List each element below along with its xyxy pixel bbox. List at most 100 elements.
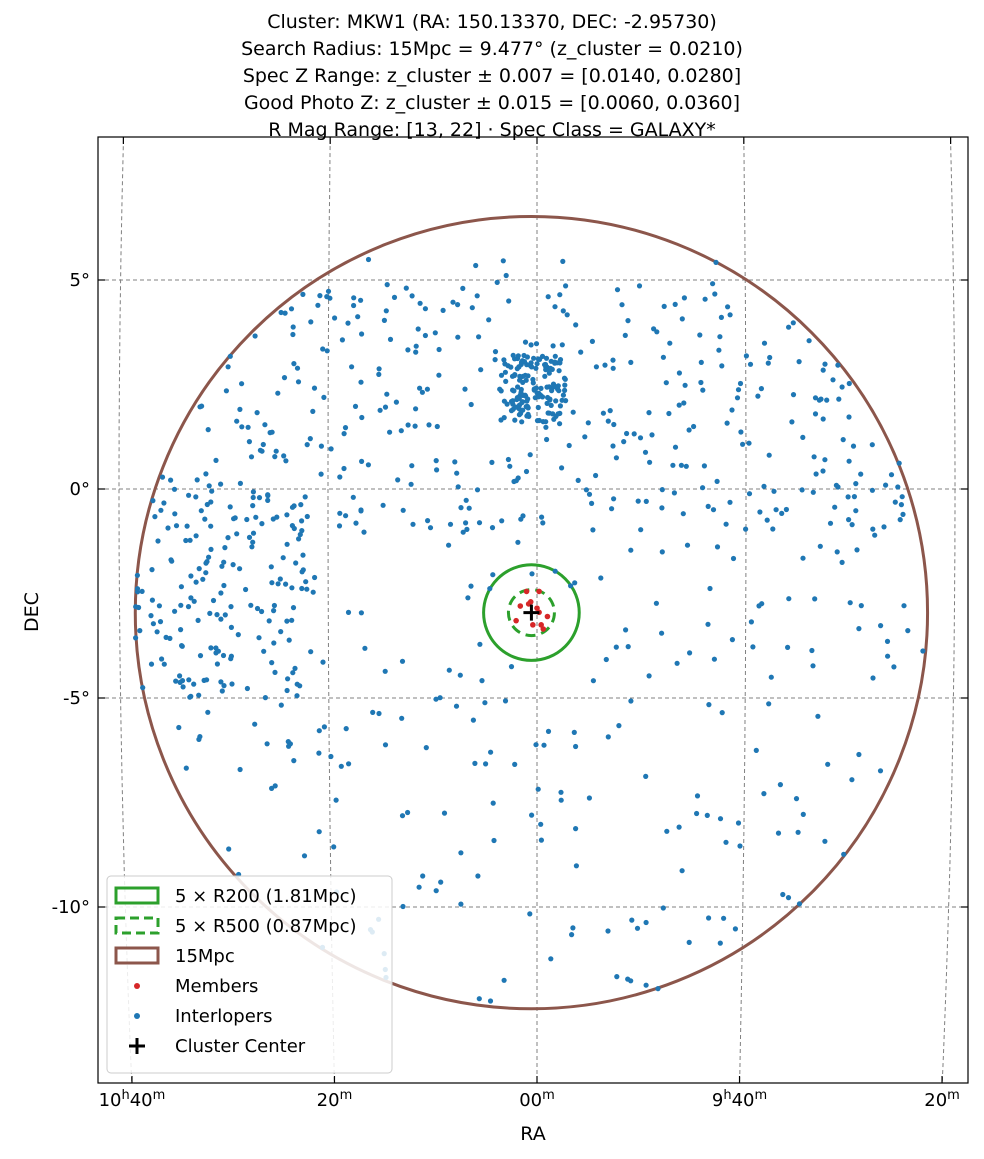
interloper-point xyxy=(540,520,546,526)
interloper-point xyxy=(342,425,349,431)
interloper-point xyxy=(359,331,365,337)
interloper-point xyxy=(558,789,564,795)
interloper-point xyxy=(899,494,905,500)
interloper-point xyxy=(157,619,164,625)
interloper-point xyxy=(317,293,323,299)
interloper-point xyxy=(538,837,545,843)
interloper-point xyxy=(458,901,464,907)
interloper-point xyxy=(483,761,489,767)
interloper-point xyxy=(643,498,649,504)
interloper-point xyxy=(661,303,667,309)
interloper-point xyxy=(623,627,629,633)
interloper-point xyxy=(455,302,461,308)
interloper-point xyxy=(676,824,682,830)
interloper-point xyxy=(753,747,759,754)
interloper-point xyxy=(464,526,470,533)
interloper-point xyxy=(766,452,772,458)
interloper-point xyxy=(399,715,405,721)
interloper-point xyxy=(206,483,212,489)
interloper-point xyxy=(161,661,167,667)
legend-label: Members xyxy=(175,976,258,997)
interloper-point xyxy=(300,567,306,573)
interloper-point xyxy=(664,828,670,834)
interloper-point xyxy=(491,837,497,844)
interloper-point xyxy=(878,623,884,629)
interloper-point xyxy=(307,436,313,442)
interloper-point xyxy=(290,605,297,611)
interloper-point xyxy=(176,724,182,731)
interloper-point xyxy=(659,487,665,493)
interloper-point xyxy=(202,516,208,522)
interloper-point xyxy=(847,600,853,606)
interloper-point xyxy=(209,488,215,494)
interloper-point xyxy=(358,507,364,513)
interloper-point xyxy=(271,608,277,614)
interloper-point xyxy=(318,443,324,449)
interloper-point xyxy=(383,308,389,314)
x-tick-label: 20m xyxy=(317,1088,353,1111)
interloper-point xyxy=(519,400,525,406)
interloper-point xyxy=(694,810,700,817)
interloper-point xyxy=(228,653,234,659)
interloper-point xyxy=(204,559,210,565)
plot-frame xyxy=(97,136,969,1084)
interloper-point xyxy=(660,905,666,911)
interloper-point xyxy=(539,394,546,400)
interloper-point xyxy=(700,485,706,491)
interloper-point xyxy=(482,700,488,706)
interloper-point xyxy=(239,424,245,430)
interloper-point xyxy=(336,523,343,529)
interloper-point xyxy=(339,337,345,343)
interloper-point xyxy=(225,364,231,370)
interloper-point xyxy=(156,603,162,609)
interloper-point xyxy=(417,300,423,306)
interloper-point xyxy=(545,294,551,300)
interloper-point xyxy=(490,800,496,806)
interloper-point xyxy=(557,403,564,409)
interloper-point xyxy=(152,514,158,520)
interloper-point xyxy=(318,471,324,477)
interloper-point xyxy=(566,442,572,449)
interloper-point xyxy=(775,830,782,836)
interloper-point xyxy=(384,282,390,288)
interloper-point xyxy=(559,465,565,471)
interloper-point xyxy=(628,978,634,984)
interloper-point xyxy=(515,384,521,390)
interloper-point xyxy=(274,514,280,520)
axis-ticks: 5° 0° -5° -10° 10h40m 20m 00m 9h40m 20m xyxy=(52,137,968,1111)
interloper-point xyxy=(205,709,211,715)
interloper-point xyxy=(511,388,517,394)
interloper-point xyxy=(523,468,530,475)
interloper-point xyxy=(653,600,660,606)
interloper-point xyxy=(515,539,521,545)
interloper-point xyxy=(853,481,859,487)
interloper-point xyxy=(605,928,611,934)
interloper-point xyxy=(527,911,533,917)
interloper-point xyxy=(504,401,510,407)
interloper-point xyxy=(593,472,599,479)
title-line-spec-z: Spec Z Range: z_cluster ± 0.007 = [0.014… xyxy=(242,65,742,87)
interloper-point xyxy=(706,915,712,921)
interloper-point xyxy=(723,521,729,527)
interloper-point xyxy=(187,537,193,543)
interloper-point xyxy=(250,503,256,509)
interloper-point xyxy=(400,507,406,513)
interloper-point xyxy=(767,354,773,361)
interloper-point xyxy=(177,679,183,686)
interloper-point xyxy=(568,583,574,589)
interloper-point xyxy=(573,863,580,869)
interloper-point xyxy=(492,357,498,363)
interloper-point xyxy=(799,487,805,493)
interloper-point xyxy=(659,549,665,555)
interloper-point xyxy=(350,494,356,500)
interloper-point xyxy=(351,302,357,309)
interloper-point xyxy=(426,422,432,428)
legend: 5 × R200 (1.81Mpc) 5 × R500 (0.87Mpc) 15Mp… xyxy=(106,875,393,1074)
interloper-point xyxy=(540,419,546,425)
interloper-point xyxy=(646,673,652,679)
interloper-point xyxy=(140,685,146,691)
interloper-point xyxy=(352,403,359,409)
interloper-point xyxy=(412,423,418,429)
interloper-point xyxy=(343,726,349,732)
interloper-point xyxy=(869,487,876,493)
